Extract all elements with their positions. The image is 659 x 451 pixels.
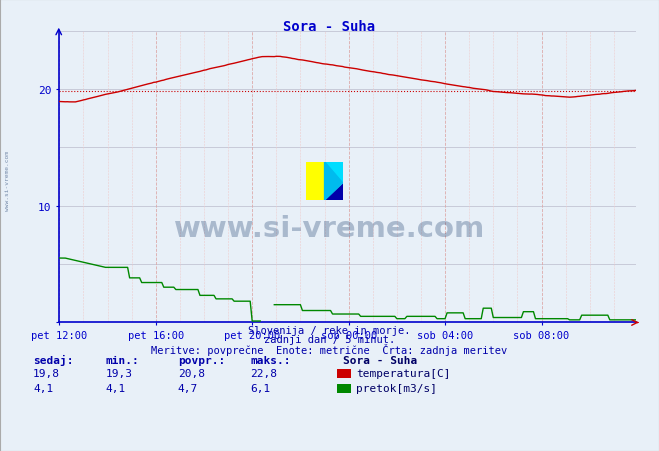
Polygon shape — [325, 162, 343, 201]
Text: 20,8: 20,8 — [178, 368, 205, 378]
Text: Sora - Suha: Sora - Suha — [343, 355, 417, 365]
Text: www.si-vreme.com: www.si-vreme.com — [174, 214, 485, 242]
Text: 19,3: 19,3 — [105, 368, 132, 378]
Text: 22,8: 22,8 — [250, 368, 277, 378]
Text: 4,7: 4,7 — [178, 383, 198, 393]
Polygon shape — [325, 184, 343, 201]
Text: zadnji dan / 5 minut.: zadnji dan / 5 minut. — [264, 335, 395, 345]
Text: maks.:: maks.: — [250, 355, 291, 365]
Text: min.:: min.: — [105, 355, 139, 365]
Text: Slovenija / reke in morje.: Slovenija / reke in morje. — [248, 326, 411, 336]
Text: povpr.:: povpr.: — [178, 355, 225, 365]
Text: pretok[m3/s]: pretok[m3/s] — [356, 383, 437, 393]
Text: Sora - Suha: Sora - Suha — [283, 20, 376, 34]
Bar — [306, 162, 325, 201]
Text: Meritve: povprečne  Enote: metrične  Črta: zadnja meritev: Meritve: povprečne Enote: metrične Črta:… — [152, 344, 507, 356]
Text: 19,8: 19,8 — [33, 368, 60, 378]
Text: temperatura[C]: temperatura[C] — [356, 368, 450, 378]
Text: www.si-vreme.com: www.si-vreme.com — [5, 151, 11, 210]
Text: 6,1: 6,1 — [250, 383, 271, 393]
Polygon shape — [325, 162, 343, 184]
Text: 4,1: 4,1 — [105, 383, 126, 393]
Text: sedaj:: sedaj: — [33, 354, 73, 365]
Text: 4,1: 4,1 — [33, 383, 53, 393]
